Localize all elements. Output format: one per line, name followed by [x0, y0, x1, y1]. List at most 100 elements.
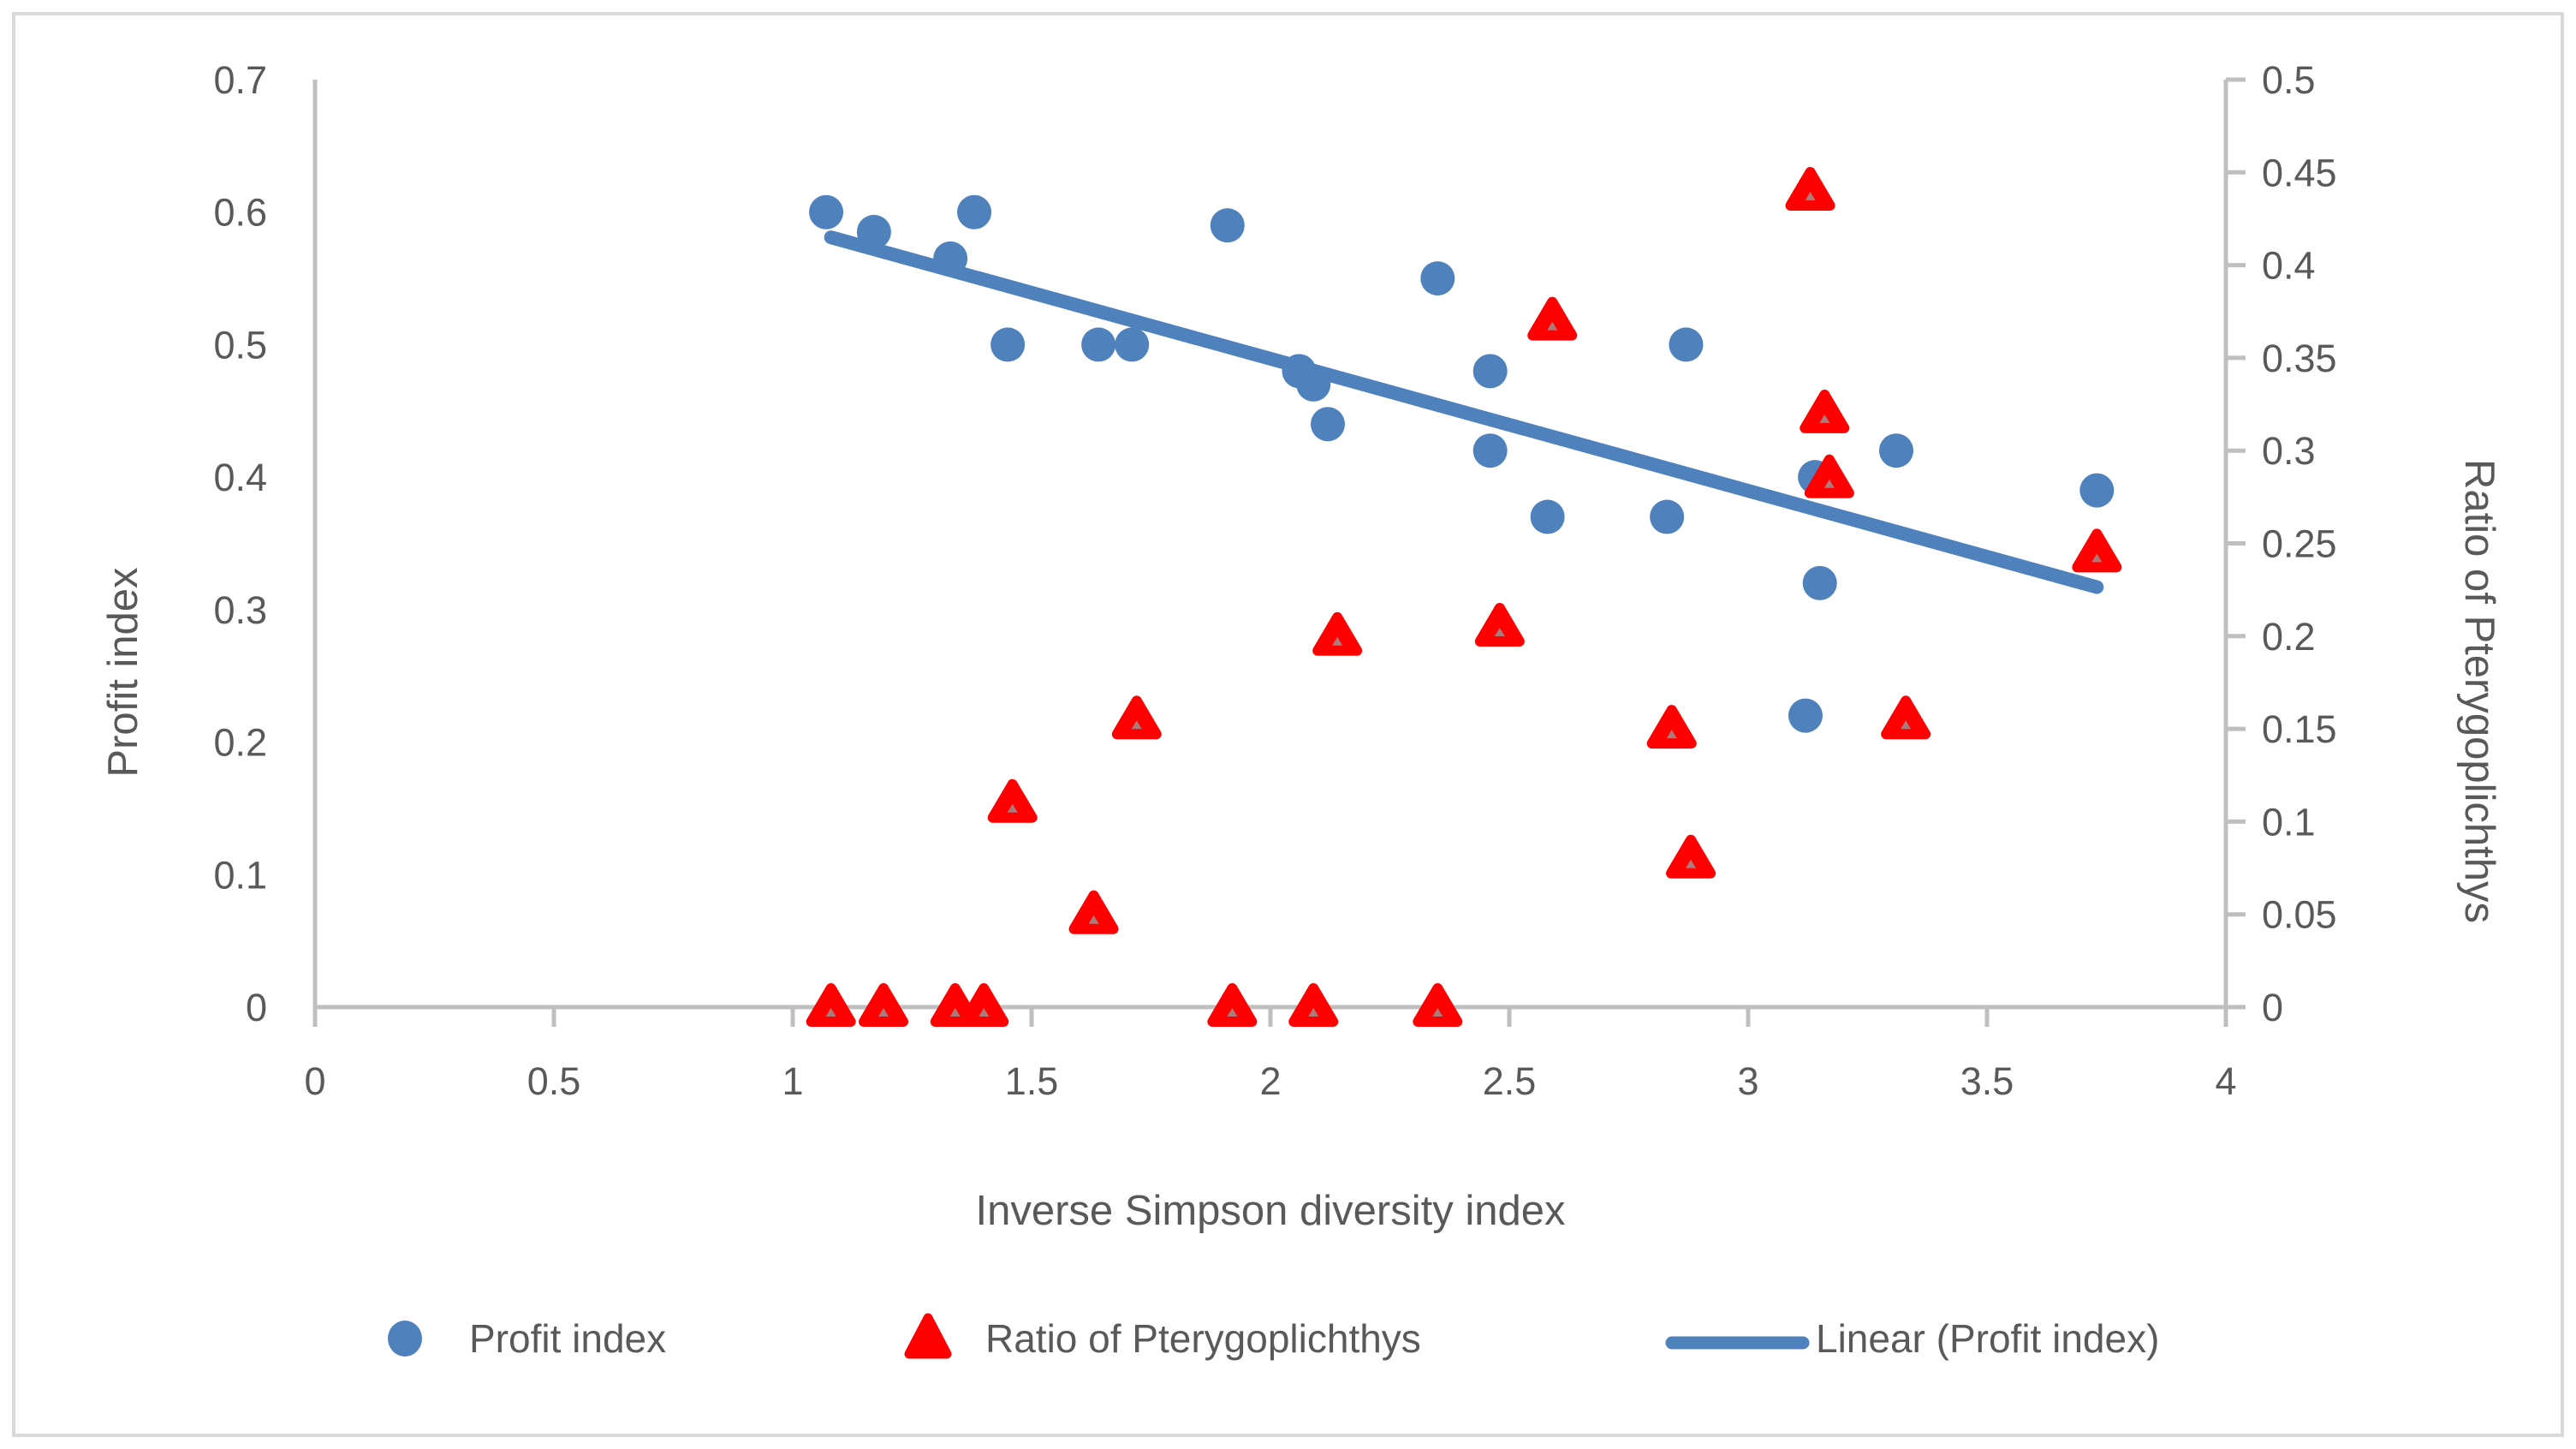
y-right-tick-label: 0.35 [2262, 337, 2337, 380]
profit-index-point [1669, 327, 1704, 362]
ratio-point-inner-mark [825, 1008, 836, 1017]
x-tick-label: 1.5 [1005, 1059, 1059, 1103]
profit-index-series [809, 194, 2115, 733]
profit-index-point [1210, 208, 1245, 243]
ratio-point [1800, 389, 1850, 433]
figure-border [12, 12, 2564, 1437]
ratio-point [1111, 695, 1162, 740]
profit-index-point [1878, 433, 1913, 468]
ratio-point [1785, 166, 1835, 211]
x-tick-label: 1 [782, 1059, 803, 1103]
ratio-point [1312, 611, 1363, 656]
ratio-point-inner-mark [1227, 1008, 1238, 1017]
profit-index-point [1802, 565, 1837, 600]
ratio-point-inner-mark [1494, 627, 1505, 636]
y-left-tick-label: 0.7 [213, 58, 267, 102]
y-right-tick-label: 0.45 [2262, 151, 2337, 194]
y-right-tick-label: 0.3 [2262, 429, 2316, 473]
ratio-point-inner-mark [1547, 321, 1558, 331]
ratio-point [1666, 834, 1716, 879]
y-left-tick-label: 0.1 [213, 853, 267, 897]
profit-index-point [1472, 354, 1508, 389]
ratio-series [806, 166, 2122, 1027]
axis-tick-labels: 0 0.5 1 1.5 2 2.5 3 3.5 400.10.20.30.40.50.60.70… [213, 58, 2336, 1103]
legend-label-linear: Linear (Profit index) [1816, 1316, 2159, 1361]
y-right-tick-label: 0.15 [2262, 707, 2337, 751]
profit-index-point [1472, 433, 1508, 468]
ratio-point [1881, 695, 1931, 740]
ratio-point-inner-mark [949, 1008, 961, 1017]
legend-label-profit-index: Profit index [469, 1316, 666, 1361]
ratio-point-inner-mark [1823, 479, 1835, 488]
ratio-point-inner-mark [1007, 803, 1018, 813]
x-tick-label: 0 [304, 1059, 325, 1103]
legend-circle-marker [388, 1321, 422, 1357]
y-left-tick-label: 0 [246, 986, 267, 1029]
ratio-point-inner-mark [1686, 859, 1697, 868]
profit-index-point [1530, 499, 1565, 534]
legend-triangle-marker [904, 1313, 952, 1359]
profit-index-point [2079, 473, 2115, 508]
axis-ticks [312, 77, 2246, 1027]
y-right-tick-label: 0.2 [2262, 615, 2316, 659]
ratio-point [1804, 454, 1854, 498]
y-left-tick-label: 0.2 [213, 721, 267, 765]
ratio-point [959, 983, 1009, 1027]
y-right-tick-label: 0.25 [2262, 522, 2337, 566]
ratio-point-inner-mark [1666, 730, 1677, 739]
trendline [824, 230, 2104, 594]
y-left-tick-label: 0.4 [213, 456, 267, 499]
ratio-point-inner-mark [1308, 1008, 1319, 1017]
profit-index-point [1310, 407, 1345, 442]
x-tick-label: 4 [2215, 1059, 2236, 1103]
ratio-point-inner-mark [1088, 915, 1099, 924]
profit-index-point [1081, 327, 1116, 362]
y-left-tick-label: 0.6 [213, 191, 267, 235]
x-axis-title: Inverse Simpson diversity index [975, 1188, 1565, 1234]
ratio-point [1288, 983, 1339, 1027]
ratio-point [1527, 296, 1578, 341]
ratio-point [1646, 705, 1697, 749]
ratio-point-inner-mark [1819, 414, 1830, 423]
y-right-tick-label: 0 [2262, 986, 2283, 1029]
ratio-point [1474, 602, 1525, 647]
x-tick-label: 3 [1737, 1059, 1758, 1103]
y-left-tick-label: 0.3 [213, 588, 267, 632]
y-right-tick-label: 0.5 [2262, 58, 2316, 102]
legend: Profit index Ratio of Pterygoplichthys L… [388, 1313, 2159, 1361]
y-right-tick-label: 0.05 [2262, 893, 2337, 937]
ratio-point-inner-mark [878, 1008, 889, 1017]
trendline-segment [824, 230, 2104, 594]
x-tick-label: 3.5 [1960, 1059, 2014, 1103]
y-right-tick-label: 0.4 [2262, 244, 2316, 288]
ratio-point-inner-mark [2091, 553, 2103, 563]
axes [312, 80, 2246, 1027]
ratio-point-inner-mark [979, 1008, 990, 1017]
y-left-tick-label: 0.5 [213, 323, 267, 367]
y-axis-right-title: Ratio of Pterygoplichthys [2456, 459, 2502, 923]
profit-index-point [957, 194, 992, 230]
x-tick-label: 2.5 [1483, 1059, 1537, 1103]
ratio-point [1413, 983, 1463, 1027]
profit-index-point [1650, 499, 1685, 534]
ratio-point [1068, 890, 1119, 934]
ratio-point-inner-mark [1805, 191, 1816, 200]
profit-index-point [1420, 261, 1455, 296]
ratio-point-inner-mark [1432, 1008, 1443, 1017]
x-tick-label: 0.5 [527, 1059, 581, 1103]
x-tick-label: 2 [1259, 1059, 1281, 1103]
profit-index-point [1788, 698, 1823, 733]
profit-index-point [991, 327, 1026, 362]
ratio-point-inner-mark [1901, 720, 1912, 730]
profit-index-point [1115, 327, 1150, 362]
legend-label-ratio: Ratio of Pterygoplichthys [985, 1316, 1421, 1361]
ratio-point [1207, 983, 1258, 1027]
ratio-point [2072, 528, 2122, 573]
ratio-point [859, 983, 909, 1027]
profit-index-point [809, 194, 844, 230]
y-right-tick-label: 0.1 [2262, 800, 2316, 844]
ratio-point [987, 778, 1038, 823]
ratio-point [806, 983, 856, 1027]
